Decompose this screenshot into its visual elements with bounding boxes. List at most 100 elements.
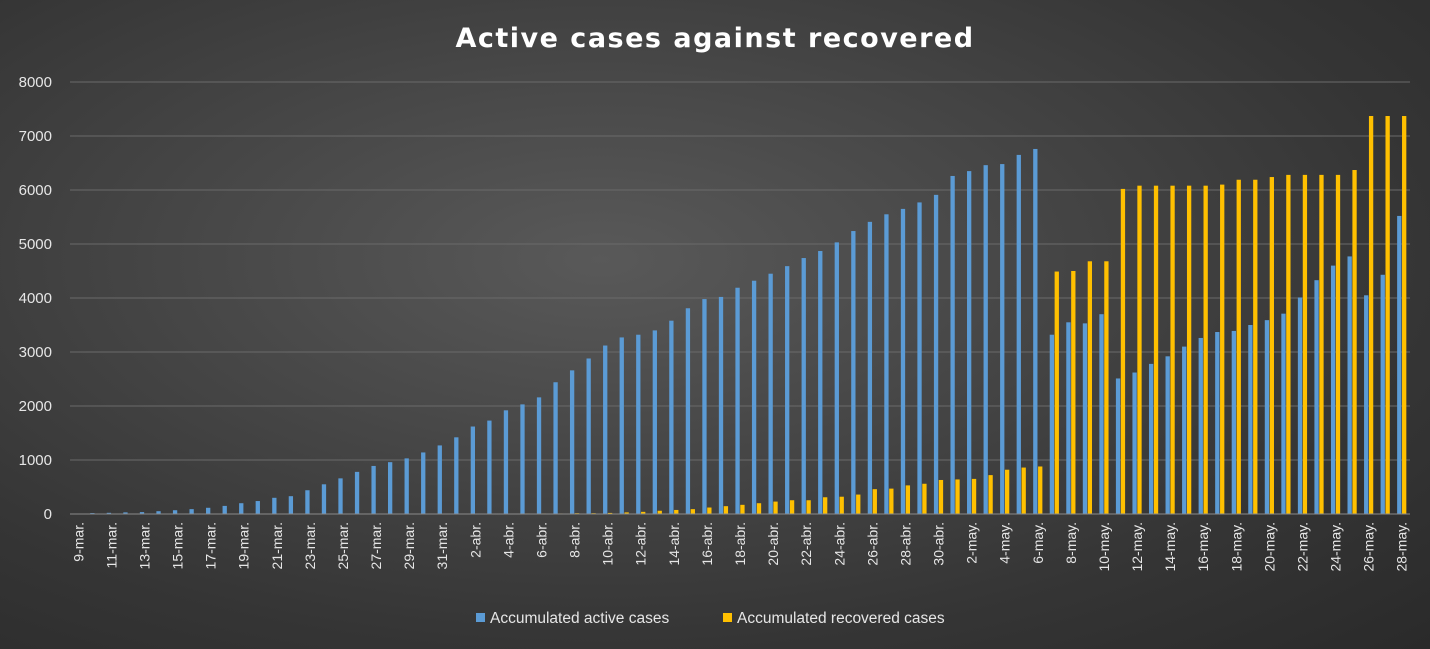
bar-recovered-cases	[955, 479, 960, 514]
bar-active-cases	[1000, 164, 1005, 514]
x-tick-label: 9-mar.	[70, 522, 86, 562]
bar-active-cases	[785, 266, 790, 514]
bar-active-cases	[1182, 346, 1187, 514]
bar-active-cases	[1115, 378, 1121, 514]
bar-active-cases	[387, 462, 393, 514]
bar-active-cases	[1148, 363, 1154, 514]
legend-swatch-recovered	[723, 613, 732, 622]
bar-active-cases	[503, 410, 509, 514]
bar-active-cases	[1297, 297, 1303, 514]
bar-recovered-cases	[1104, 261, 1109, 514]
x-tick-label: 18-abr.	[732, 522, 748, 566]
x-tick-label: 6-abr.	[533, 522, 549, 558]
x-tick-label: 8-abr.	[567, 522, 583, 558]
bar-active-cases	[272, 497, 277, 514]
bar-active-cases	[834, 242, 839, 514]
y-tick-label: 1000	[19, 452, 52, 469]
bar-recovered-cases	[823, 497, 828, 514]
legend-label-active: Accumulated active cases	[490, 610, 669, 627]
bar-active-cases	[818, 251, 823, 514]
bar-active-cases	[1364, 295, 1369, 514]
bar-recovered-cases	[657, 510, 662, 514]
bar-recovered-cases	[773, 501, 778, 514]
bar-active-cases	[1215, 332, 1220, 514]
bar-recovered-cases	[1352, 170, 1357, 514]
x-tick-label: 26-may.	[1361, 522, 1377, 572]
x-tick-label: 10-abr.	[600, 522, 616, 566]
bar-recovered-cases	[756, 503, 762, 514]
bar-active-cases	[933, 194, 939, 515]
bar-recovered-cases	[1021, 467, 1026, 514]
bar-recovered-cases	[1220, 184, 1225, 514]
bar-active-cases	[900, 208, 906, 514]
bar-active-cases	[553, 382, 558, 514]
bar-active-cases	[702, 299, 707, 514]
bar-active-cases	[950, 175, 955, 514]
bar-active-cases	[685, 308, 691, 514]
bar-active-cases	[487, 420, 492, 514]
bar-recovered-cases	[1087, 261, 1093, 514]
x-tick-label: 26-abr.	[864, 522, 880, 566]
x-tick-label: 4-may.	[997, 522, 1013, 564]
bar-recovered-cases	[1153, 185, 1159, 514]
y-tick-label: 5000	[19, 236, 52, 253]
bar-active-cases	[569, 370, 575, 514]
y-tick-label: 0	[44, 506, 52, 523]
legend-swatch-active	[476, 613, 485, 622]
bar-recovered-cases	[1402, 116, 1407, 515]
x-tick-label: 4-abr.	[500, 522, 516, 558]
bar-active-cases	[106, 512, 112, 514]
bar-active-cases	[967, 171, 972, 514]
bar-active-cases	[1066, 322, 1071, 514]
bar-recovered-cases	[690, 509, 695, 514]
bar-recovered-cases	[1137, 185, 1142, 514]
x-tick-label: 24-abr.	[831, 522, 847, 566]
y-tick-label: 4000	[19, 290, 52, 307]
bar-active-cases	[421, 452, 426, 514]
bar-active-cases	[354, 471, 360, 514]
bar-active-cases	[1165, 356, 1170, 514]
bar-recovered-cases	[624, 512, 629, 514]
bar-active-cases	[619, 337, 624, 514]
bar-active-cases	[1397, 215, 1402, 515]
bar-recovered-cases	[1120, 188, 1126, 515]
bar-recovered-cases	[1203, 185, 1208, 514]
bar-active-cases	[1281, 313, 1286, 514]
bar-recovered-cases	[971, 478, 977, 514]
x-tick-label: 14-abr.	[666, 522, 682, 566]
bar-active-cases	[321, 484, 327, 514]
x-tick-label: 22-abr.	[798, 522, 814, 566]
bar-active-cases	[1248, 325, 1253, 514]
bar-active-cases	[1132, 372, 1137, 514]
bar-active-cases	[1314, 280, 1319, 514]
x-tick-label: 18-may.	[1228, 522, 1244, 572]
y-tick-label: 3000	[19, 344, 52, 361]
x-tick-label: 12-abr.	[633, 522, 649, 566]
bar-active-cases	[222, 505, 227, 514]
grid-lines	[70, 81, 1410, 461]
x-tick-label: 10-may.	[1096, 522, 1112, 572]
bar-active-cases	[669, 320, 674, 514]
bar-recovered-cases	[1302, 174, 1308, 514]
x-tick-label: 22-may.	[1294, 522, 1310, 572]
bar-active-cases	[1049, 334, 1055, 514]
bar-recovered-cases	[938, 479, 944, 514]
bar-active-cases	[884, 214, 889, 515]
bar-active-cases	[1016, 154, 1021, 514]
bar-active-cases	[338, 478, 343, 514]
bar-active-cases	[768, 273, 773, 514]
x-tick-label: 2-abr.	[467, 522, 483, 558]
x-tick-label: 16-may.	[1195, 522, 1211, 572]
legend: Accumulated active cases Accumulated reco…	[476, 610, 945, 627]
bar-recovered-cases	[1253, 179, 1258, 515]
bar-active-cases	[718, 296, 724, 514]
x-tick-label: 12-may.	[1129, 522, 1145, 572]
x-tick-label: 20-may.	[1261, 522, 1277, 572]
bar-active-cases	[288, 496, 294, 514]
bar-active-cases	[1264, 320, 1270, 514]
bar-active-cases	[636, 334, 641, 514]
x-tick-label: 28-abr.	[897, 522, 913, 566]
bar-recovered-cases	[1319, 174, 1324, 514]
x-tick-label: 14-may.	[1162, 522, 1178, 572]
